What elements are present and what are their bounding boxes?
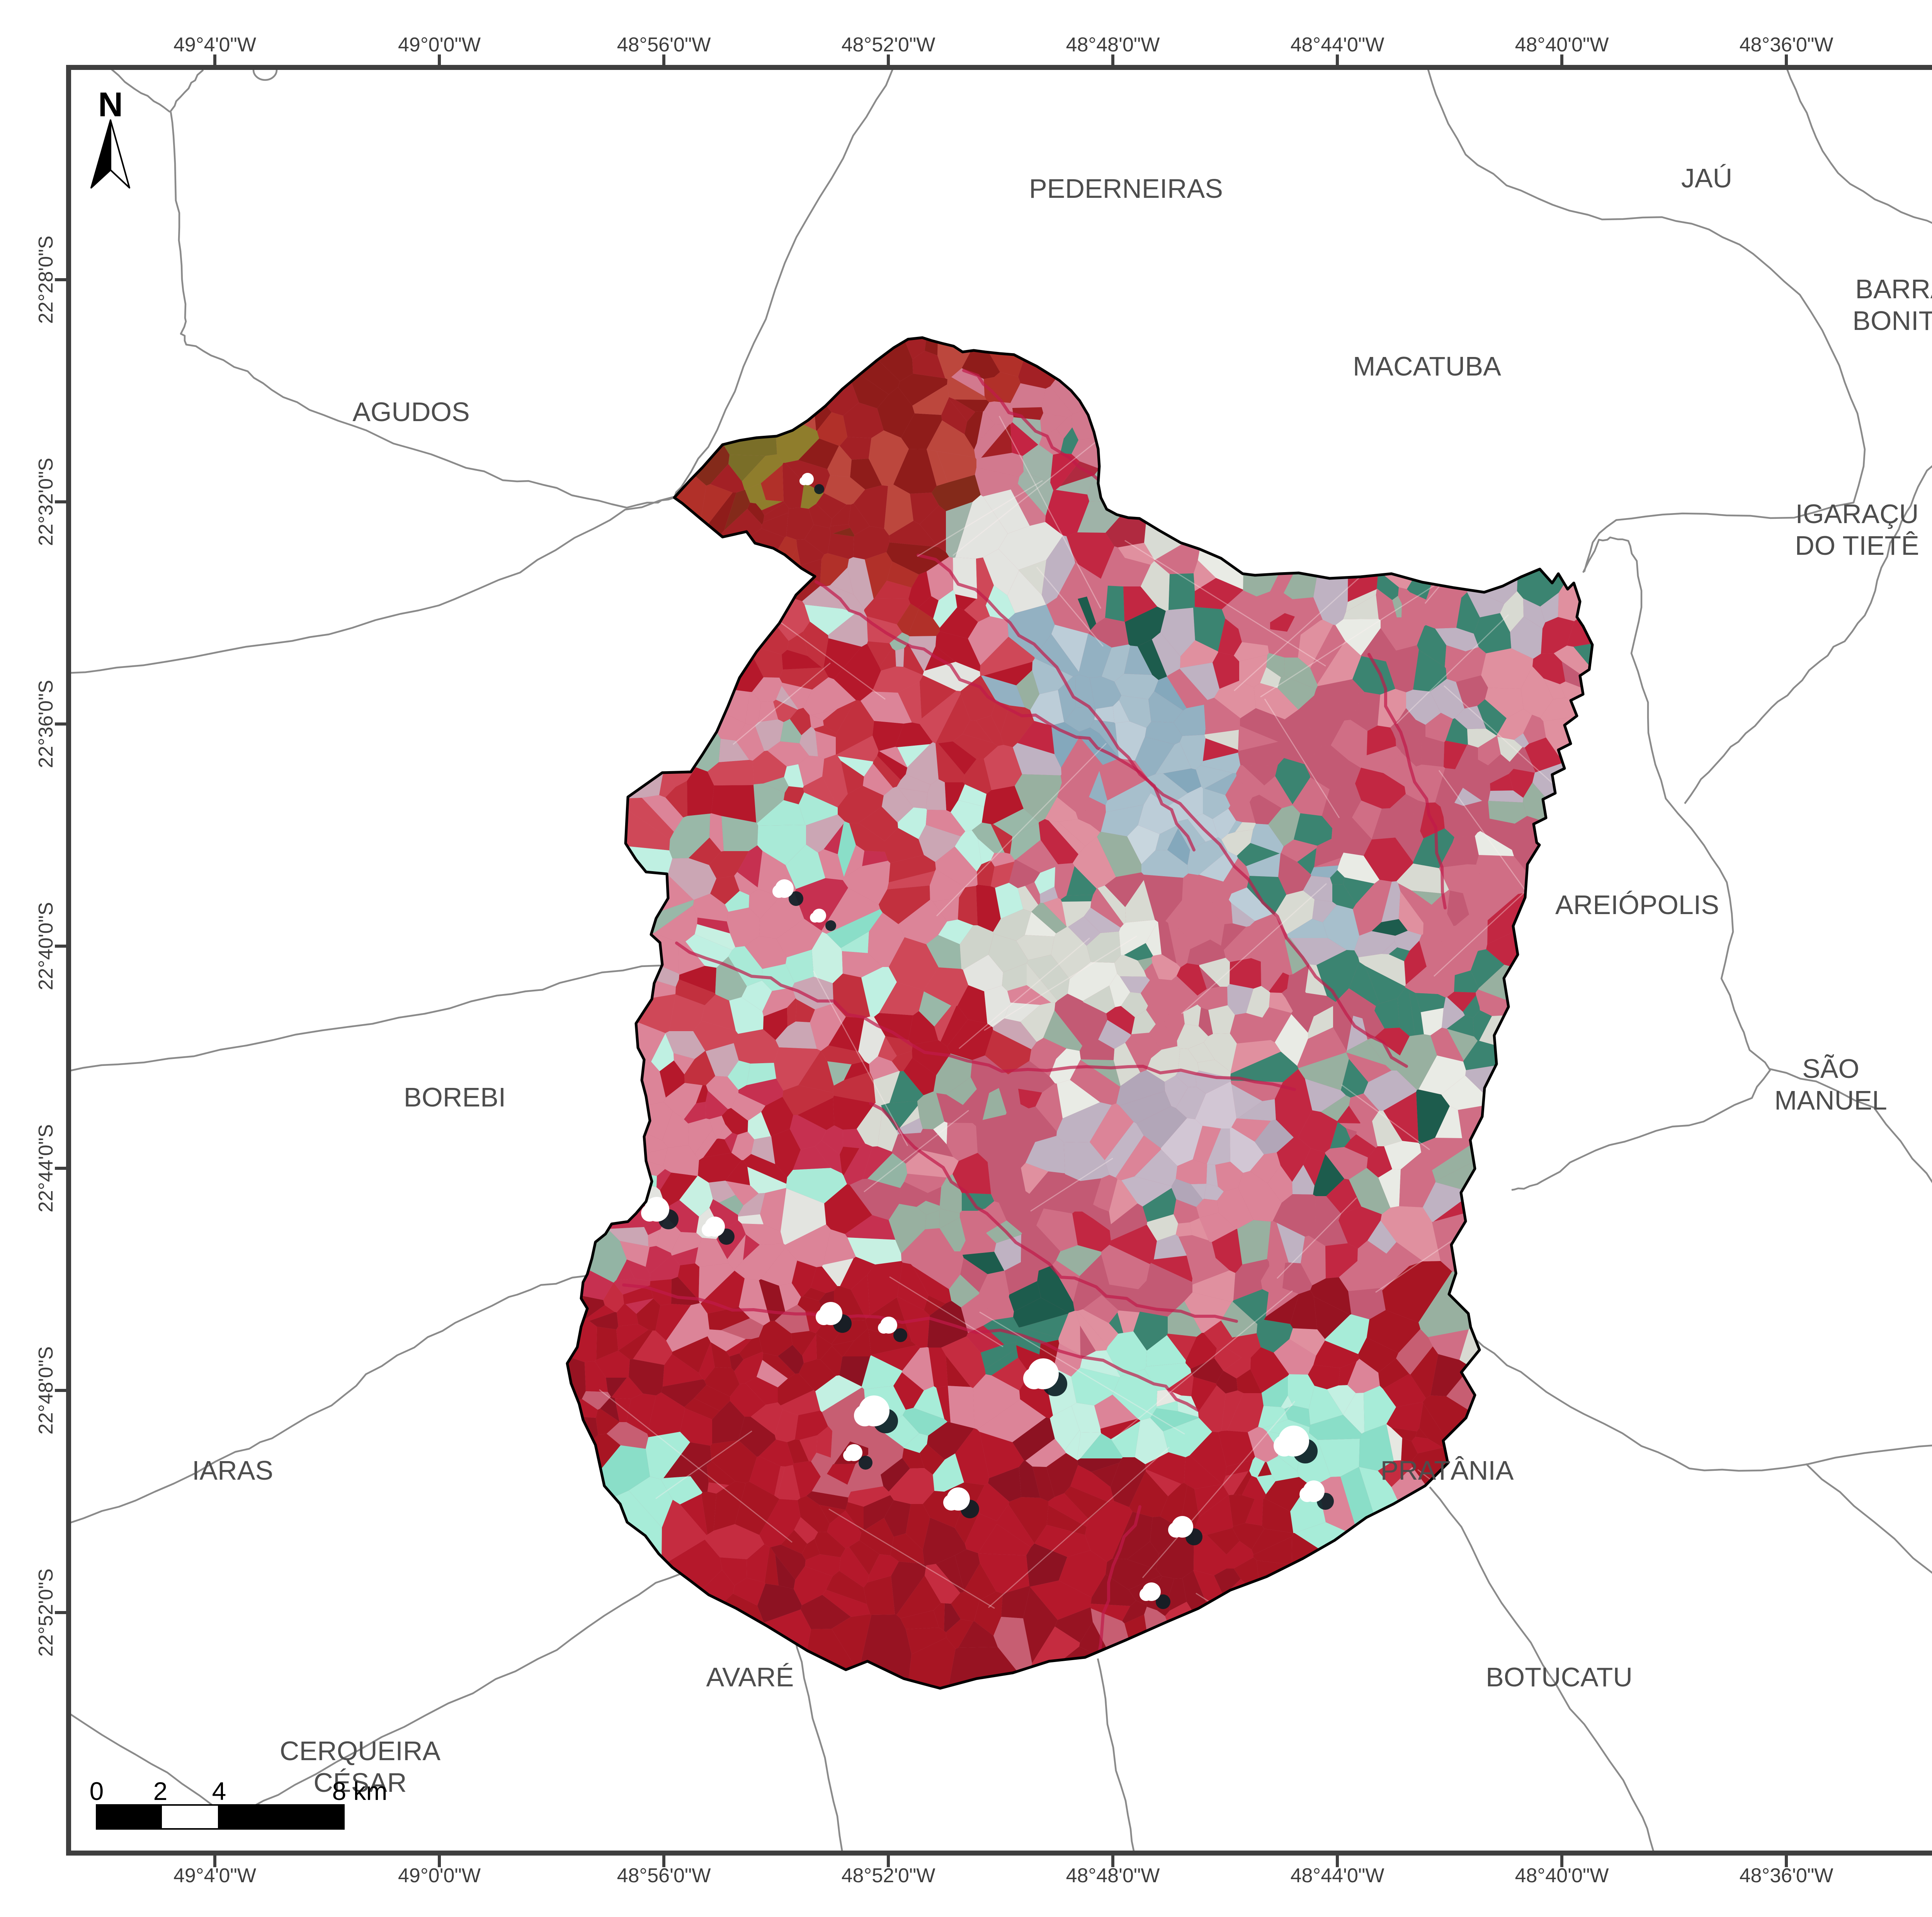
svg-text:48°52'0"W: 48°52'0"W (842, 34, 935, 56)
svg-text:48°36'0"W: 48°36'0"W (1740, 1864, 1833, 1887)
svg-text:49°4'0"W: 49°4'0"W (173, 1864, 256, 1887)
svg-text:48°56'0"W: 48°56'0"W (617, 1864, 711, 1887)
svg-text:PRATÂNIA: PRATÂNIA (1381, 1455, 1514, 1485)
svg-text:48°48'0"W: 48°48'0"W (1066, 1864, 1160, 1887)
svg-text:49°0'0"W: 49°0'0"W (398, 34, 481, 56)
svg-text:2: 2 (153, 1777, 168, 1805)
svg-text:48°36'0"W: 48°36'0"W (1740, 34, 1833, 56)
svg-text:BOTUCATU: BOTUCATU (1486, 1662, 1633, 1692)
svg-text:BONITA: BONITA (1852, 306, 1932, 336)
svg-text:SÃO: SÃO (1802, 1054, 1859, 1084)
svg-text:IARAS: IARAS (192, 1455, 273, 1485)
svg-text:IGARAÇU: IGARAÇU (1796, 499, 1919, 529)
svg-text:49°4'0"W: 49°4'0"W (173, 34, 256, 56)
svg-text:N: N (98, 85, 123, 124)
svg-text:22°40'0"S: 22°40'0"S (35, 902, 57, 990)
svg-text:22°44'0"S: 22°44'0"S (35, 1124, 57, 1212)
svg-text:CERQUEIRA: CERQUEIRA (280, 1736, 440, 1766)
svg-text:BOREBI: BOREBI (404, 1082, 506, 1112)
svg-text:PEDERNEIRAS: PEDERNEIRAS (1029, 173, 1223, 204)
svg-text:48°56'0"W: 48°56'0"W (617, 34, 711, 56)
svg-text:AGUDOS: AGUDOS (352, 397, 469, 427)
svg-text:22°48'0"S: 22°48'0"S (35, 1346, 57, 1434)
svg-text:4: 4 (212, 1777, 226, 1805)
svg-text:AVARÉ: AVARÉ (706, 1662, 794, 1692)
svg-text:AREIÓPOLIS: AREIÓPOLIS (1555, 890, 1719, 920)
svg-text:49°0'0"W: 49°0'0"W (398, 1864, 481, 1887)
svg-text:22°52'0"S: 22°52'0"S (35, 1569, 57, 1657)
svg-text:48°44'0"W: 48°44'0"W (1291, 34, 1384, 56)
svg-text:48°40'0"W: 48°40'0"W (1515, 34, 1609, 56)
svg-text:48°44'0"W: 48°44'0"W (1291, 1864, 1384, 1887)
svg-text:22°32'0"S: 22°32'0"S (35, 458, 57, 546)
svg-text:0: 0 (90, 1777, 104, 1805)
svg-text:8 km: 8 km (332, 1777, 387, 1805)
svg-text:JAÚ: JAÚ (1681, 163, 1732, 193)
svg-text:MACATUBA: MACATUBA (1353, 351, 1501, 381)
svg-text:CÉSAR: CÉSAR (313, 1767, 406, 1798)
svg-text:MANUEL: MANUEL (1774, 1085, 1887, 1115)
svg-text:48°40'0"W: 48°40'0"W (1515, 1864, 1609, 1887)
svg-text:22°28'0"S: 22°28'0"S (35, 236, 57, 324)
svg-text:DO TIETÊ: DO TIETÊ (1795, 530, 1919, 561)
svg-text:48°48'0"W: 48°48'0"W (1066, 34, 1160, 56)
svg-text:22°36'0"S: 22°36'0"S (35, 680, 57, 768)
svg-text:BARRA: BARRA (1855, 274, 1932, 304)
svg-text:48°52'0"W: 48°52'0"W (842, 1864, 935, 1887)
